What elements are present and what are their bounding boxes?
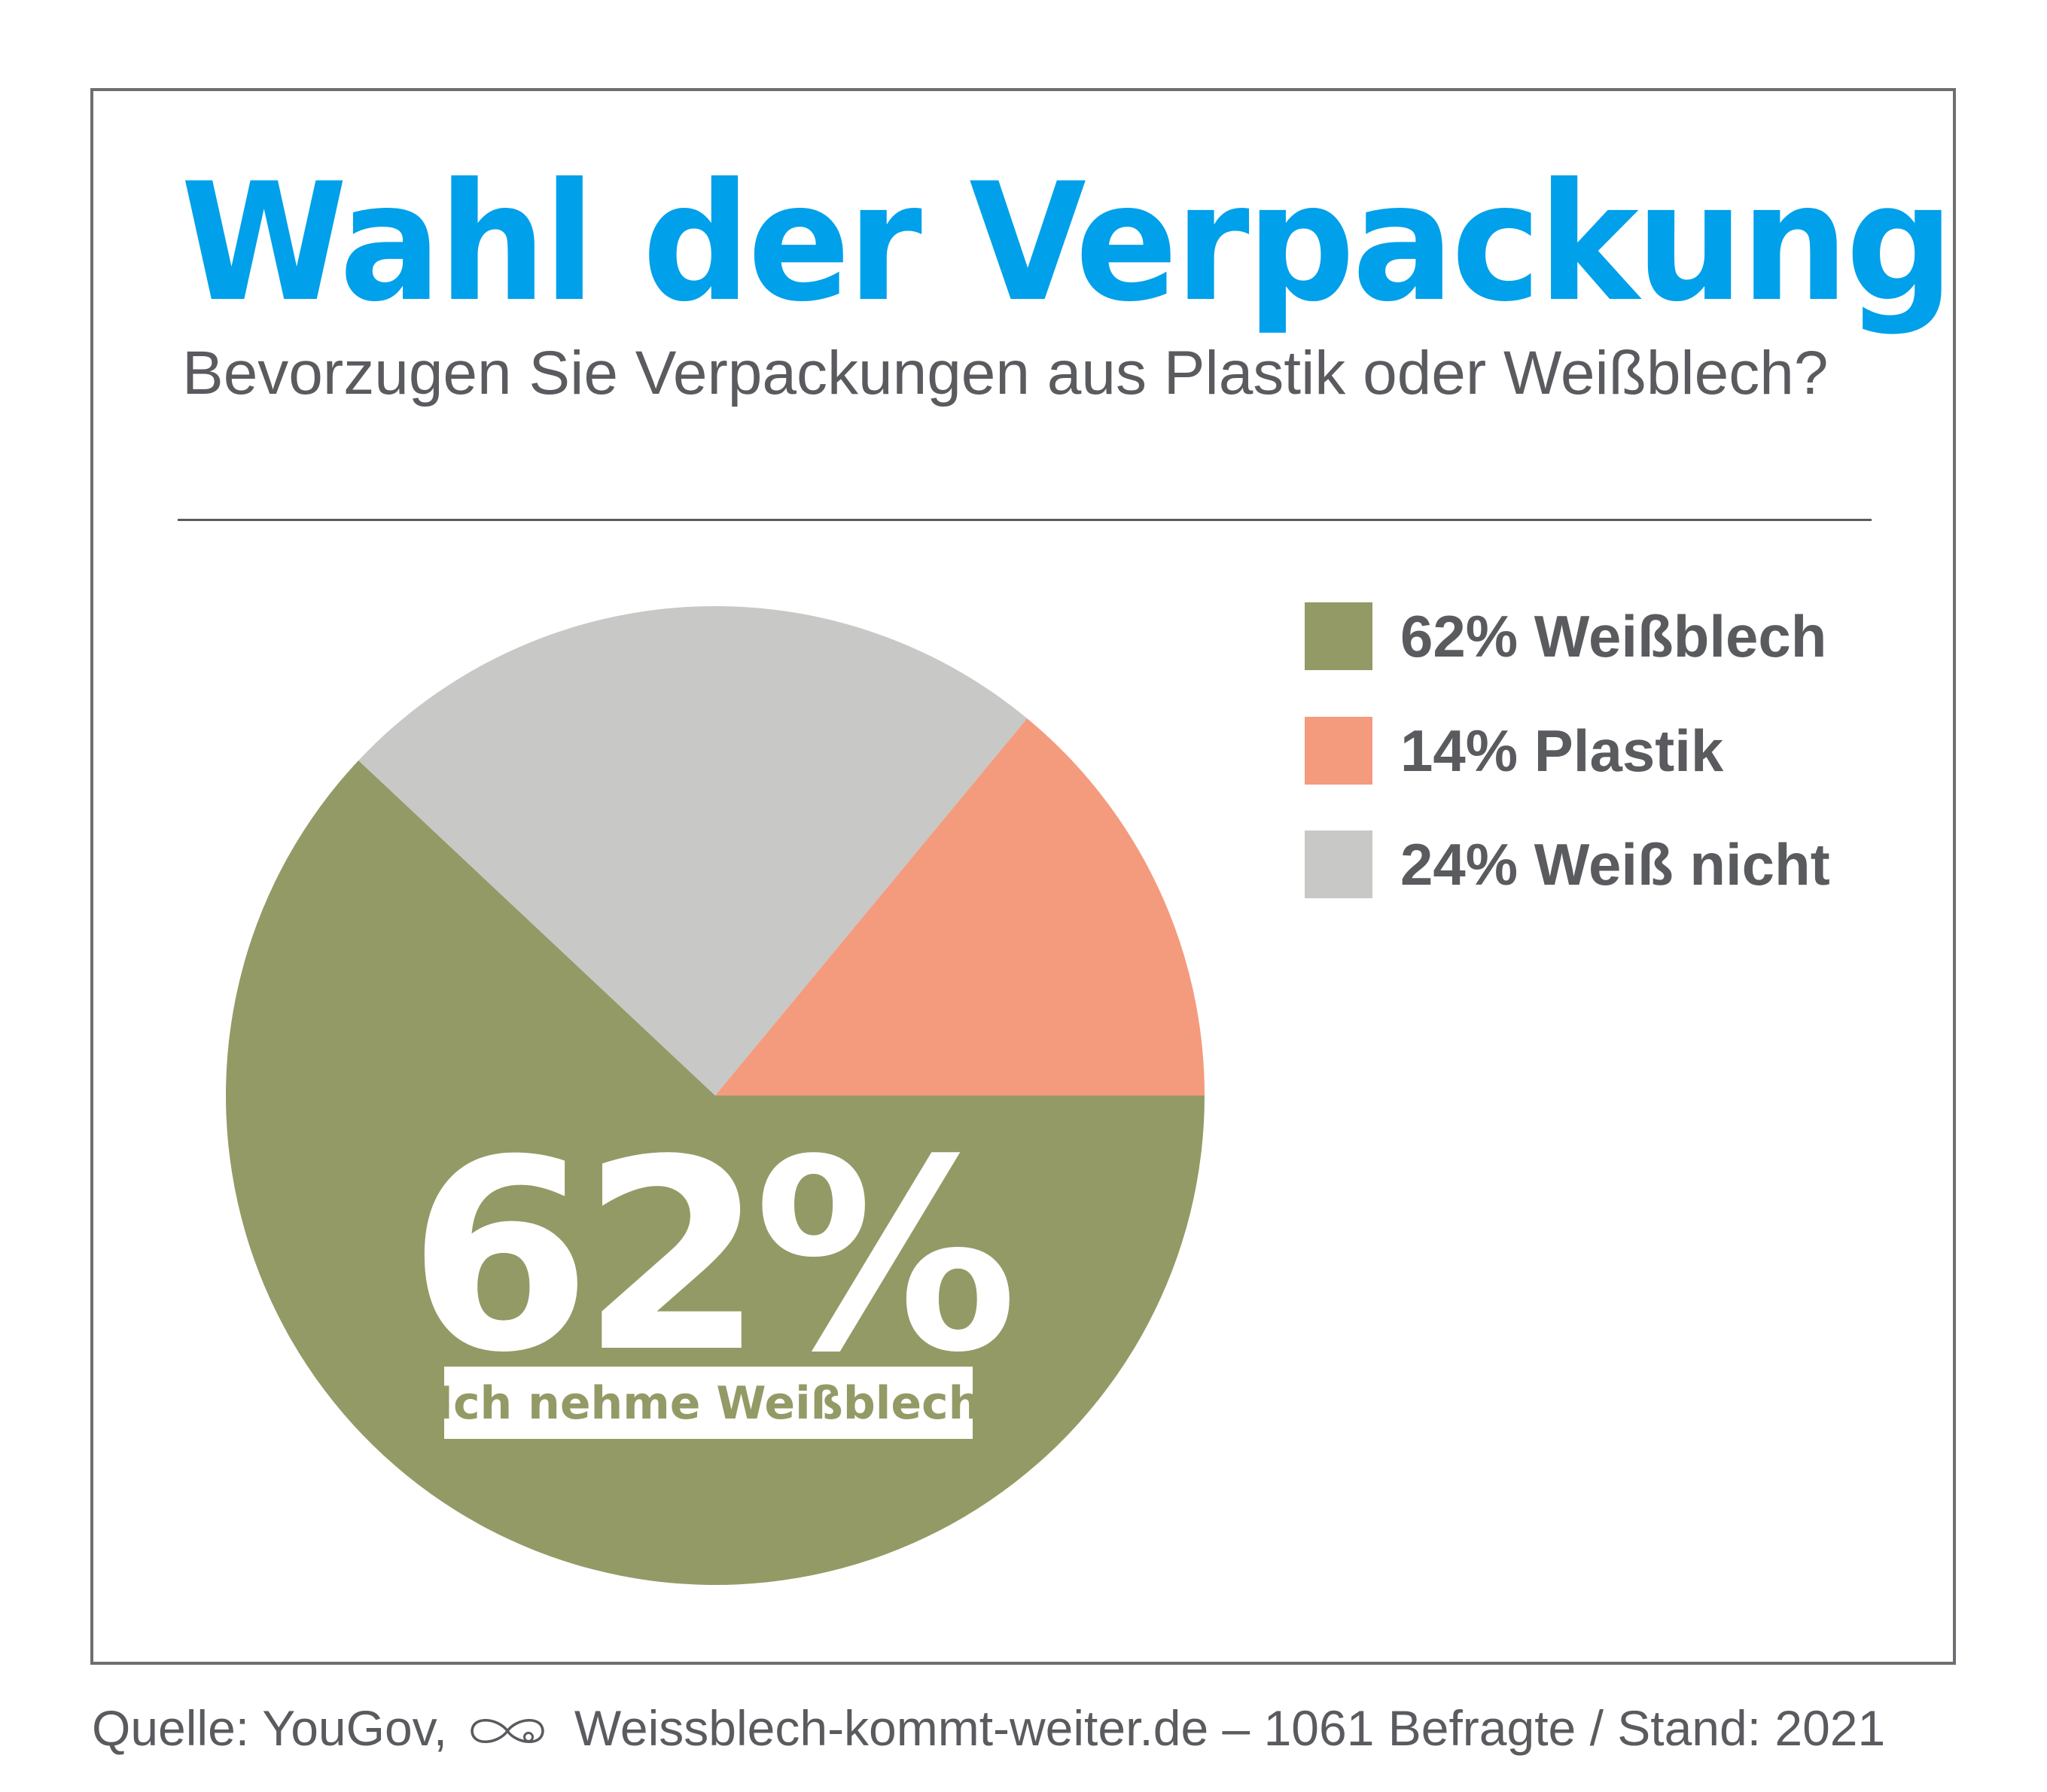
pie-slice-weiss-nicht (358, 605, 1028, 1096)
legend-label-weissblech: 62% Weißblech (1400, 603, 1827, 669)
source-prefix: Quelle: YouGov, (92, 1700, 448, 1756)
caption-label: Ich nehme Weißblech (437, 1377, 981, 1430)
legend-swatch-weissblech (1305, 602, 1372, 670)
legend-label-plastik: 14% Plastik (1400, 718, 1724, 784)
legend-label-weiss-nicht: 24% Weiß nicht (1400, 831, 1830, 898)
legend-item-weiss-nicht: 24% Weiß nicht (1305, 830, 1907, 898)
infinity-logo-icon (468, 1699, 547, 1766)
legend-swatch-plastik (1305, 717, 1372, 785)
source-details: – 1061 Befragte / Stand: 2021 (1222, 1700, 1886, 1756)
caption-box (444, 1367, 973, 1439)
big-value-label: 62% (408, 1103, 1013, 1410)
chart-title: Wahl der Verpackung (181, 148, 1954, 337)
pie-slice-plastik (715, 718, 1205, 1096)
infographic-frame (90, 88, 1956, 1665)
legend-item-plastik: 14% Plastik (1305, 717, 1907, 785)
legend-swatch-weiss-nicht (1305, 830, 1372, 898)
source-footer: Quelle: YouGov, Weissblech-kommt-weiter.… (92, 1694, 1885, 1766)
title-divider (178, 519, 1872, 521)
legend-item-weissblech: 62% Weißblech (1305, 602, 1907, 670)
chart-subtitle: Bevorzugen Sie Verpackungen aus Plastik … (182, 339, 1829, 407)
source-website: Weissblech-kommt-weiter.de (574, 1700, 1209, 1756)
